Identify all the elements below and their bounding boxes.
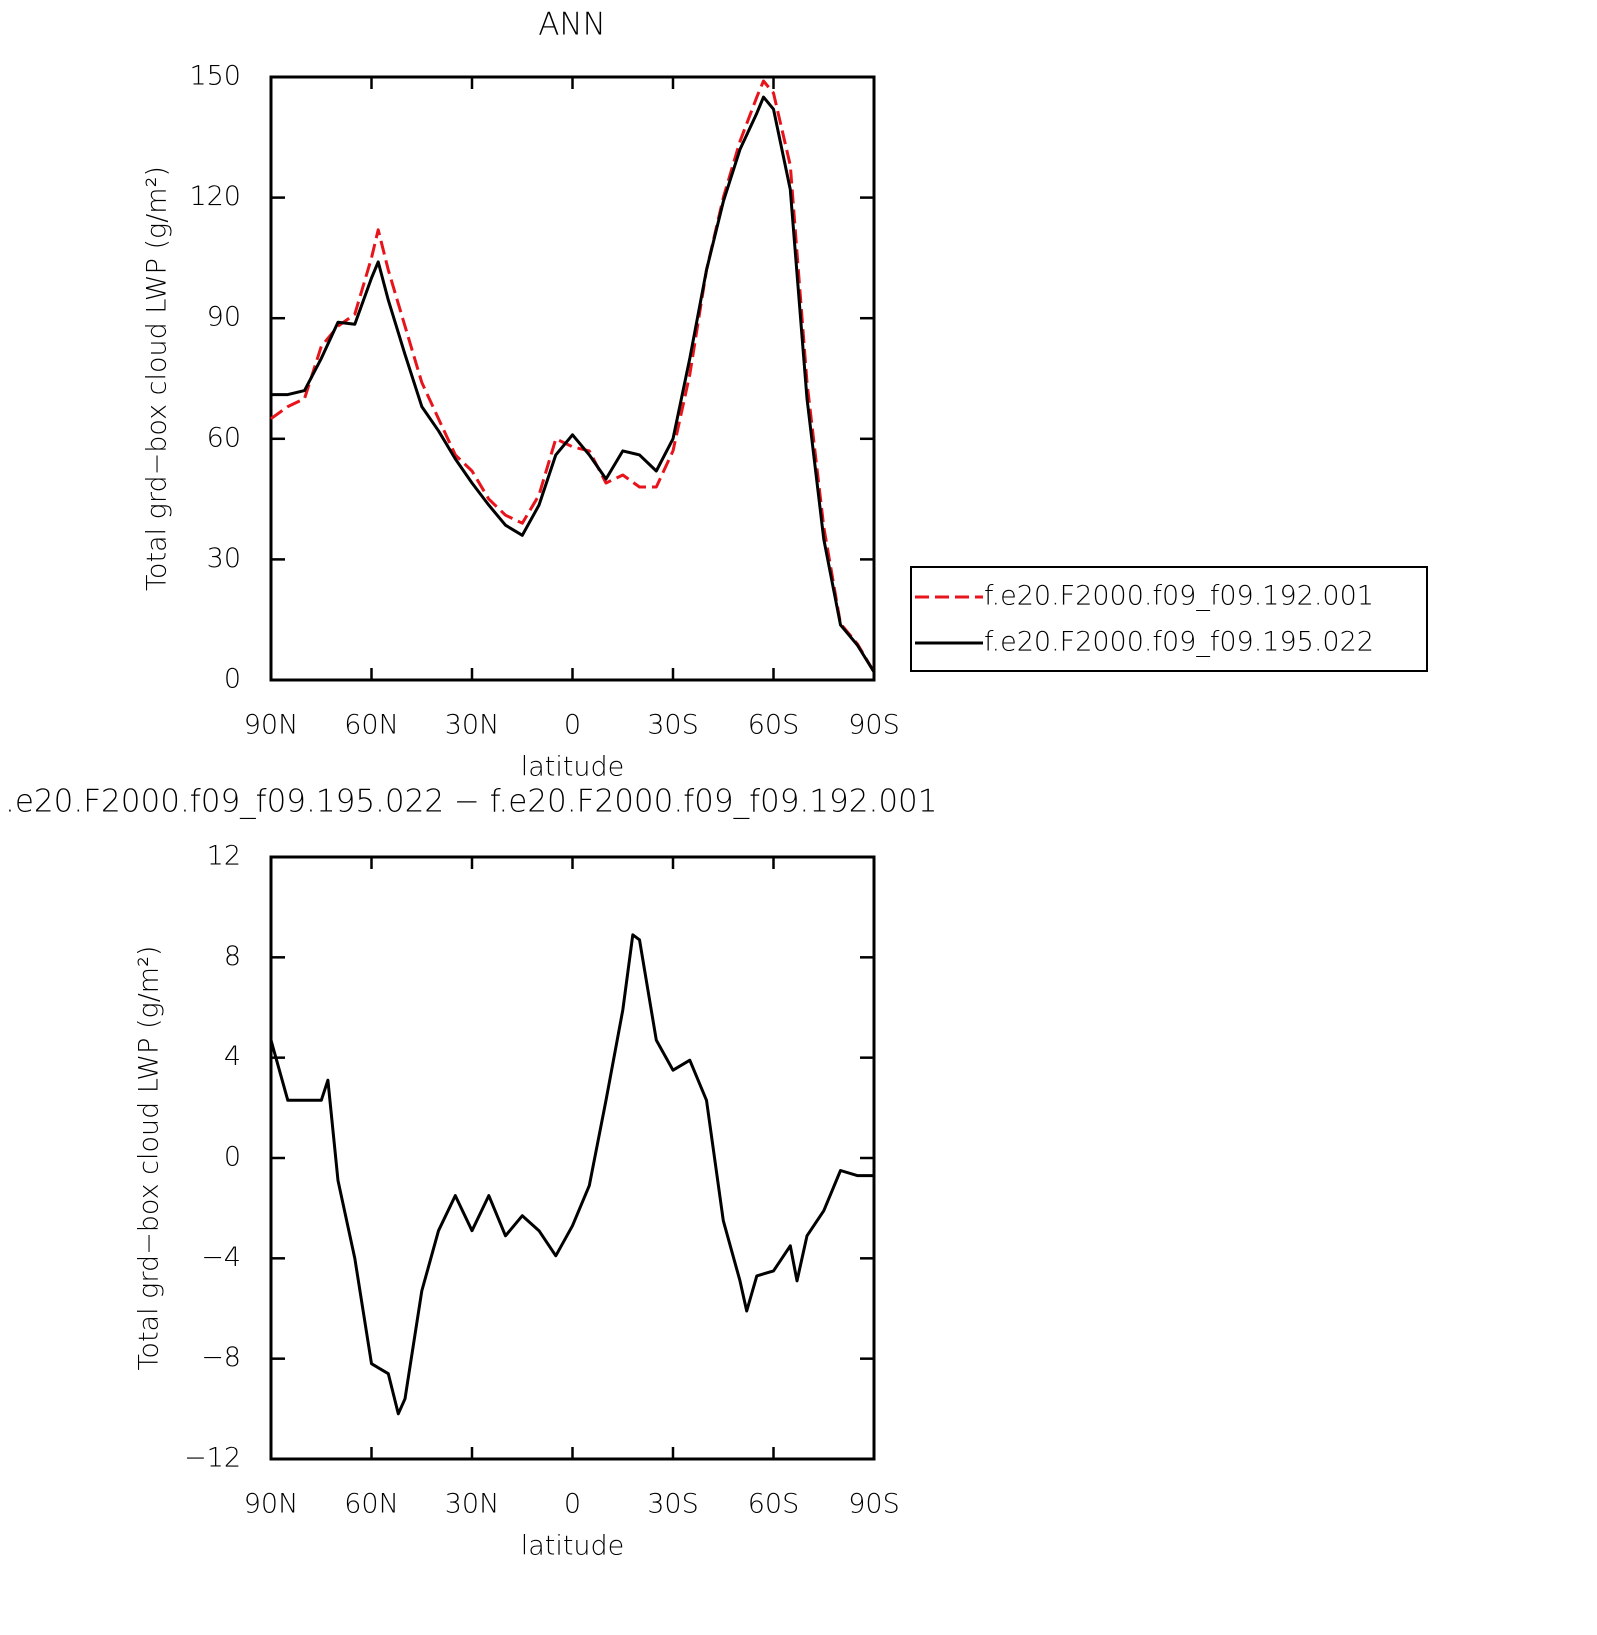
legend-label: f.e20.F2000.f09_f09.195.022 bbox=[984, 627, 1374, 658]
x-axis-label: latitude bbox=[521, 752, 625, 783]
x-tick-label: 60N bbox=[344, 710, 399, 741]
y-tick-label: 0 bbox=[224, 1142, 241, 1173]
y-tick-label: 12 bbox=[207, 841, 241, 872]
y-tick-label: 0 bbox=[224, 664, 241, 695]
y-tick-label: 120 bbox=[189, 181, 241, 212]
x-tick-label: 90N bbox=[244, 710, 299, 741]
y-tick-label: 60 bbox=[207, 422, 241, 453]
chart-title: ANN bbox=[538, 7, 606, 43]
chart-title: .e20.F2000.f09_f09.195.022 − f.e20.F2000… bbox=[5, 784, 937, 820]
plot-frame bbox=[269, 75, 876, 682]
y-tick-label: −12 bbox=[184, 1443, 241, 1474]
y-axis-label: Total grd−box cloud LWP (g/m²) bbox=[134, 946, 165, 1371]
y-tick-label: −4 bbox=[201, 1242, 241, 1273]
x-tick-label: 90S bbox=[848, 1489, 900, 1520]
x-tick-label: 60N bbox=[344, 1489, 399, 1520]
x-tick-label: 30S bbox=[647, 1489, 699, 1520]
y-axis-label: Total grd−box cloud LWP (g/m²) bbox=[142, 166, 173, 591]
x-tick-label: 30S bbox=[647, 710, 699, 741]
x-tick-label: 60S bbox=[748, 710, 800, 741]
x-tick-label: 90S bbox=[848, 710, 900, 741]
x-tick-label: 60S bbox=[748, 1489, 800, 1520]
x-tick-label: 0 bbox=[564, 710, 581, 741]
y-tick-label: 90 bbox=[207, 302, 241, 333]
x-tick-label: 30N bbox=[445, 710, 500, 741]
legend-label: f.e20.F2000.f09_f09.192.001 bbox=[984, 581, 1374, 612]
x-tick-label: 0 bbox=[564, 1489, 581, 1520]
y-tick-label: 4 bbox=[224, 1041, 241, 1072]
y-tick-label: −8 bbox=[201, 1342, 241, 1373]
y-tick-label: 8 bbox=[224, 941, 241, 972]
y-tick-label: 150 bbox=[189, 61, 241, 92]
data-line bbox=[271, 95, 876, 673]
y-tick-label: 30 bbox=[207, 543, 241, 574]
plot-frame bbox=[269, 855, 876, 1461]
x-tick-label: 30N bbox=[445, 1489, 500, 1520]
x-tick-label: 90N bbox=[244, 1489, 299, 1520]
x-axis-label: latitude bbox=[521, 1531, 625, 1562]
data-line bbox=[270, 79, 876, 673]
legend-box bbox=[910, 566, 1428, 672]
data-line bbox=[269, 933, 874, 1416]
